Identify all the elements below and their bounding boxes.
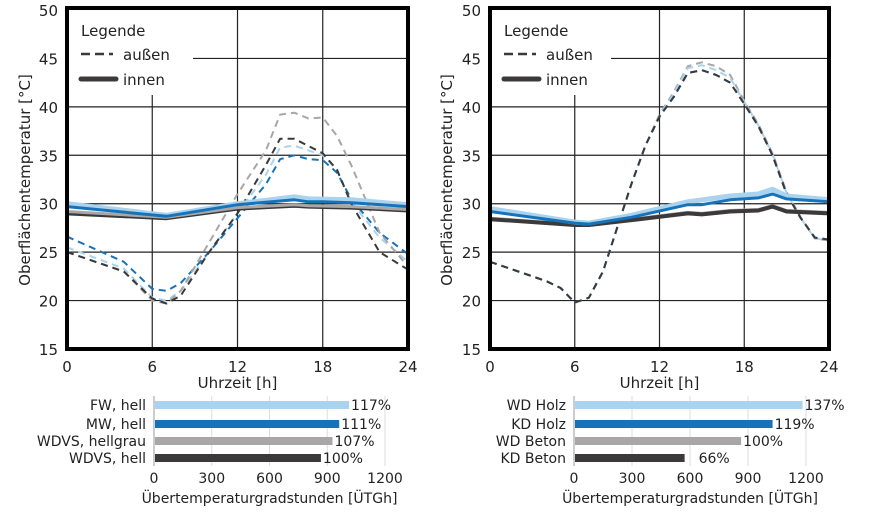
x-tick-label: 600	[677, 471, 704, 487]
x-tick-label: 0	[150, 471, 159, 487]
bar	[575, 420, 773, 428]
bar-category-label: WDVS, hellgrau	[37, 434, 146, 450]
bar	[155, 437, 333, 445]
y-tick-label: 15	[462, 341, 481, 359]
y-tick-label: 35	[462, 147, 481, 165]
x-axis-label: Übertemperaturgradstunden [ÜTGh]	[562, 489, 818, 507]
bar-category-label: MW, hell	[86, 417, 146, 433]
y-tick-label: 40	[462, 99, 481, 117]
bar	[155, 420, 340, 428]
y-tick-label: 35	[39, 147, 58, 165]
bar-category-label: WDVS, hell	[69, 451, 146, 467]
x-axis-label: Übertemperaturgradstunden [ÜTGh]	[142, 489, 398, 507]
legend-inside-label: innen	[546, 71, 588, 89]
y-tick-label: 25	[462, 244, 481, 262]
bar-data-label: 100%	[323, 451, 363, 467]
y-tick-label: 25	[39, 244, 58, 262]
series-line-außen	[489, 69, 830, 304]
bar	[575, 454, 685, 462]
bar-category-label: FW, hell	[90, 398, 146, 414]
bar-data-label: 100%	[743, 434, 783, 450]
x-axis-label: Uhrzeit [h]	[620, 374, 700, 392]
bar-chart-1: 0 300 600 900 1200 FW, hell 117% MW, hell 111% WD…	[37, 396, 403, 507]
x-tick-label: 12	[650, 358, 669, 376]
x-tick-label: 0	[62, 358, 72, 376]
y-tick-label: 20	[462, 293, 481, 311]
bar-data-label: 119%	[775, 417, 815, 433]
x-tick-label: 18	[735, 358, 754, 376]
x-tick-label: 300	[198, 471, 225, 487]
bar	[575, 437, 742, 445]
x-tick-label: 24	[398, 358, 417, 376]
x-tick-label: 12	[228, 358, 247, 376]
x-tick-label: 900	[314, 471, 341, 487]
x-tick-label: 6	[147, 358, 157, 376]
x-tick-label: 900	[735, 471, 762, 487]
series-line-außen	[66, 137, 409, 305]
x-axis-label: Uhrzeit [h]	[198, 374, 278, 392]
line-chart-2: 15 20 25 30 35 40 45 50 0 6 12 18 24 Uhrzeit [h] Oberf…	[438, 2, 839, 392]
series-line-außen	[66, 144, 409, 302]
legend-inside-label: innen	[123, 71, 165, 89]
series-line-innen	[489, 192, 830, 226]
x-tick-label: 6	[570, 358, 580, 376]
x-tick-label: 18	[313, 358, 332, 376]
bar	[155, 401, 350, 409]
y-tick-label: 30	[39, 196, 58, 214]
y-axis-label: Oberflächentemperatur [°C]	[438, 74, 456, 286]
y-tick-label: 45	[462, 50, 481, 68]
series-line-außen	[66, 111, 409, 305]
bar-chart-2: 0 300 600 900 1200 WD Holz 137% KD Holz 119% WD B…	[496, 396, 845, 507]
legend-outside-label: außen	[123, 46, 170, 64]
plot-frame	[65, 6, 410, 351]
line-chart-1: 15 20 25 30 35 40 45 50 0 6 12 18 24 Uhrzeit [h] Oberf…	[16, 2, 418, 392]
x-tick-label: 1200	[367, 471, 403, 487]
bar-category-label: WD Beton	[496, 434, 566, 450]
y-tick-label: 45	[39, 50, 58, 68]
bar-data-label: 107%	[334, 434, 374, 450]
bar	[155, 454, 321, 462]
bar-category-label: KD Beton	[500, 451, 566, 467]
bar-data-label: 137%	[805, 398, 845, 414]
legend-title: Legende	[504, 22, 568, 40]
legend-title: Legende	[81, 22, 145, 40]
series-line-innen	[66, 198, 409, 218]
series-line-außen	[66, 154, 409, 292]
legend-outside-label: außen	[546, 46, 593, 64]
x-tick-label: 0	[485, 358, 495, 376]
y-tick-label: 50	[39, 2, 58, 20]
y-tick-label: 15	[39, 341, 58, 359]
x-tick-label: 300	[619, 471, 646, 487]
bar-data-label: 66%	[699, 451, 730, 467]
y-tick-label: 20	[39, 293, 58, 311]
bar-data-label: 111%	[341, 417, 381, 433]
bar	[575, 401, 803, 409]
y-axis-label: Oberflächentemperatur [°C]	[16, 74, 34, 286]
plot-frame	[488, 6, 831, 351]
x-tick-label: 0	[570, 471, 579, 487]
bar-category-label: WD Holz	[507, 398, 566, 414]
y-tick-label: 30	[462, 196, 481, 214]
y-tick-label: 40	[39, 99, 58, 117]
y-tick-label: 50	[462, 2, 481, 20]
x-tick-label: 24	[819, 358, 838, 376]
bar-category-label: KD Holz	[511, 417, 566, 433]
bar-data-label: 117%	[351, 398, 391, 414]
x-tick-label: 1200	[788, 471, 824, 487]
x-tick-label: 600	[256, 471, 283, 487]
